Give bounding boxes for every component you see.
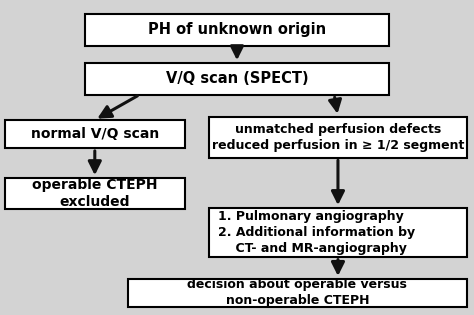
FancyBboxPatch shape xyxy=(128,279,467,307)
Text: 1. Pulmonary angiography
2. Additional information by
    CT- and MR-angiography: 1. Pulmonary angiography 2. Additional i… xyxy=(218,210,415,255)
Text: normal V/Q scan: normal V/Q scan xyxy=(31,127,159,141)
Text: operable CTEPH
excluded: operable CTEPH excluded xyxy=(32,178,157,209)
FancyBboxPatch shape xyxy=(209,208,467,257)
FancyBboxPatch shape xyxy=(5,120,185,148)
Text: PH of unknown origin: PH of unknown origin xyxy=(148,22,326,37)
FancyBboxPatch shape xyxy=(5,178,185,209)
Text: V/Q scan (SPECT): V/Q scan (SPECT) xyxy=(166,71,308,86)
Text: unmatched perfusion defects
reduced perfusion in ≥ 1/2 segment: unmatched perfusion defects reduced perf… xyxy=(211,123,464,152)
FancyBboxPatch shape xyxy=(209,117,467,158)
FancyBboxPatch shape xyxy=(85,63,389,94)
FancyBboxPatch shape xyxy=(85,14,389,46)
Text: decision about operable versus
non-operable CTEPH: decision about operable versus non-opera… xyxy=(188,278,407,307)
